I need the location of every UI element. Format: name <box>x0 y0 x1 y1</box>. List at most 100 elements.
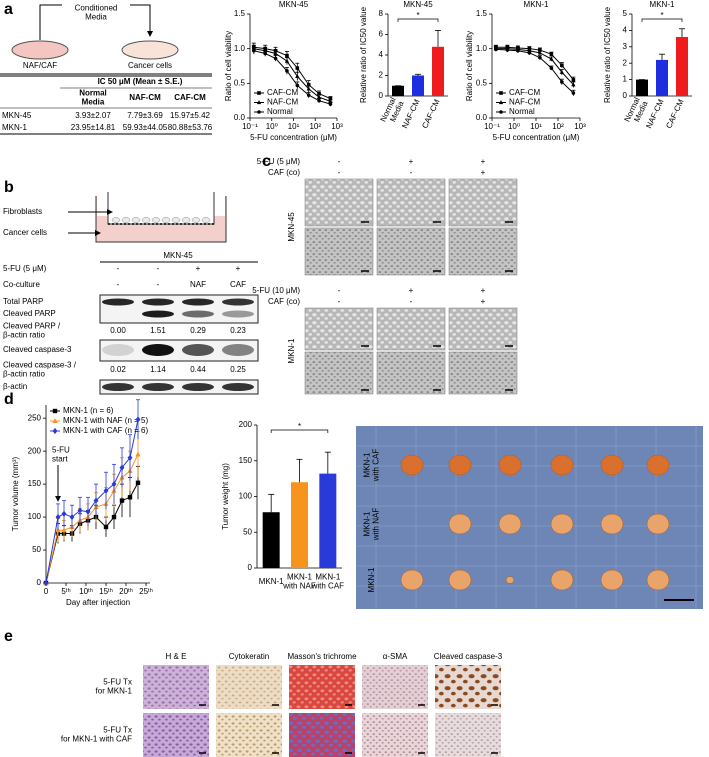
band-label: β-actin <box>3 382 27 391</box>
blot-band <box>142 383 174 391</box>
legend-marker <box>257 110 261 114</box>
data-point <box>505 48 510 52</box>
y-tick-label: 1.0 <box>234 44 246 53</box>
tumor <box>448 454 472 476</box>
data-point <box>549 66 554 70</box>
lane-label: + <box>481 157 486 166</box>
y-tick-label: 0.5 <box>476 78 488 87</box>
data-point <box>328 96 333 101</box>
x-tick-label: 10¹ <box>288 122 300 131</box>
chart-title: MKN-1 <box>524 0 549 9</box>
table-cell: 59.93±44.05 <box>123 123 168 132</box>
tumor <box>600 513 624 535</box>
y-tick-label: 3 <box>623 42 628 51</box>
x-tick-label: 10⁰ <box>508 122 520 131</box>
tumor <box>400 569 424 591</box>
blot-band <box>182 310 214 318</box>
y-axis-label: Tumor volume (mm³) <box>11 456 20 531</box>
blot-band <box>222 383 254 391</box>
legend-label: MKN-1 with CAF (n = 6) <box>63 426 148 435</box>
y-axis-label: Ratio of cell viability <box>465 31 474 101</box>
y-tick-label: 1.0 <box>476 44 488 53</box>
y-tick-label: 100 <box>239 492 253 501</box>
data-point <box>538 55 542 60</box>
lane-label: - <box>410 297 413 306</box>
condition-label: 5-FU (10 μM) <box>252 286 300 295</box>
annotation: 5-FU start <box>52 446 70 464</box>
data-point <box>61 510 67 517</box>
x-tick-label: 25ᵗʰ <box>139 587 153 596</box>
data-point <box>55 513 61 521</box>
condition-label: 5-FU (5 μM) <box>257 157 301 166</box>
bar <box>412 75 424 96</box>
lane-label: + <box>481 286 486 295</box>
column-header: α-SMA <box>383 652 408 661</box>
data-point <box>252 48 256 53</box>
tumor <box>646 569 670 591</box>
data-point <box>285 53 289 58</box>
diagram-title: Conditioned Media <box>75 4 118 22</box>
series-line <box>253 48 331 102</box>
micrograph <box>448 227 518 276</box>
micrograph <box>448 178 518 227</box>
row-header: MKN-45 <box>2 111 32 120</box>
y-tick-label: 1 <box>623 75 628 84</box>
y-tick-label: 50 <box>32 545 41 554</box>
ratio-label: Cleaved PARP / β-actin ratio <box>3 322 61 340</box>
y-tick-label: 5 <box>623 9 628 18</box>
tumor <box>646 454 670 476</box>
column-header: Cytokeratin <box>229 652 269 661</box>
lane-label: 0.44 <box>190 365 206 374</box>
legend-marker <box>256 100 262 105</box>
panel-label: c <box>262 153 271 170</box>
lane-label: 1.51 <box>150 326 166 335</box>
legend-marker <box>257 91 261 95</box>
data-point <box>317 98 321 103</box>
legend-label: CAF-CM <box>509 88 540 97</box>
lane-label: CAF <box>230 280 246 289</box>
lane-label: - <box>117 264 120 273</box>
diagram-label: Fibroblasts <box>3 207 42 216</box>
legend-marker <box>498 100 504 105</box>
x-axis-label: Day after injection <box>66 598 130 607</box>
data-point <box>571 78 576 82</box>
y-tick-label: 0 <box>623 91 628 100</box>
x-tick-label: 10⁰ <box>266 122 278 131</box>
conditioned-media-diagram: Conditioned Media NAF/CAF Cancer cells <box>11 0 179 70</box>
bar <box>656 59 668 96</box>
lane-label: 1.14 <box>150 365 166 374</box>
blot-band <box>142 298 174 306</box>
data-point <box>560 63 564 68</box>
blot-band <box>182 383 214 391</box>
histology-image <box>143 713 209 757</box>
tumor <box>400 454 424 476</box>
data-point <box>549 52 554 57</box>
significance-label: * <box>416 11 419 20</box>
blot-band <box>142 344 174 356</box>
bar <box>319 473 337 568</box>
y-axis-label: Tumor weight (mg) <box>221 463 230 530</box>
photo-row-label: MKN-1 <box>367 567 376 592</box>
lane-label: - <box>338 297 341 306</box>
blot-band <box>102 383 134 391</box>
y-tick-label: 4 <box>379 50 384 59</box>
bar <box>676 36 688 96</box>
y-tick-label: 2 <box>623 58 628 67</box>
table-cell: 80.88±53.76 <box>168 123 213 132</box>
y-tick-label: 0.0 <box>476 113 488 122</box>
lane-label: + <box>409 157 414 166</box>
data-point <box>273 51 278 56</box>
legend-label: MKN-1 with NAF (n = 5) <box>63 416 148 425</box>
histology-image <box>362 713 428 757</box>
data-point <box>295 74 300 79</box>
condition-label: CAF (co) <box>268 168 300 177</box>
x-tick-label: 10⁻¹ <box>242 122 258 131</box>
data-point <box>537 50 543 55</box>
histology-image <box>216 665 282 709</box>
tumor <box>600 454 624 476</box>
blot-band <box>102 344 134 356</box>
x-tick-label: 10ᵗʰ <box>79 587 93 596</box>
lane-label: - <box>338 286 341 295</box>
lane-label: + <box>409 286 414 295</box>
